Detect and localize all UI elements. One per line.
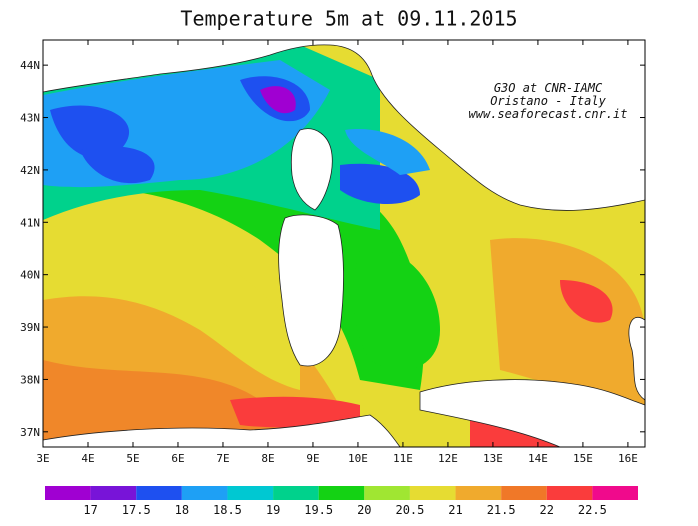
lat-tick-label: 37N xyxy=(20,426,40,439)
colorbar-label: 20 xyxy=(357,503,371,517)
lon-tick-label: 4E xyxy=(81,452,94,465)
axes: 3E 4E 5E 6E 7E 8E 9E 10E 11E 12E 13E 14E 15E 16E 37N 38… xyxy=(20,40,645,465)
lon-tick-label: 11E xyxy=(393,452,413,465)
colorbar-swatch xyxy=(409,486,456,500)
colorbar-label: 17 xyxy=(83,503,97,517)
colorbar-swatch xyxy=(181,486,228,500)
lon-tick-label: 12E xyxy=(438,452,458,465)
colorbar-swatch xyxy=(136,486,182,500)
lon-tick-label: 8E xyxy=(261,452,274,465)
map-title: Temperature 5m at 09.11.2015 xyxy=(180,7,517,31)
colorbar-swatch xyxy=(318,486,365,500)
sea-temperature-field xyxy=(43,40,645,447)
colorbar-swatch xyxy=(227,486,274,500)
colorbar-swatch xyxy=(501,486,547,500)
lat-tick-label: 41N xyxy=(20,216,40,229)
lon-tick-label: 5E xyxy=(126,452,139,465)
lon-tick-label: 15E xyxy=(573,452,593,465)
colorbar-swatch xyxy=(273,486,319,500)
colorbar-label: 19.5 xyxy=(304,503,333,517)
lon-tick-label: 3E xyxy=(36,452,49,465)
colorbar-label: 20.5 xyxy=(395,503,424,517)
colorbar-swatch xyxy=(592,486,638,500)
colorbar-label: 21 xyxy=(448,503,462,517)
colorbar-label: 18 xyxy=(175,503,189,517)
lat-tick-label: 44N xyxy=(20,59,40,72)
lat-tick-label: 39N xyxy=(20,321,40,334)
colorbar-swatch xyxy=(455,486,502,500)
colorbar-swatch xyxy=(45,486,91,500)
colorbar-label: 21.5 xyxy=(487,503,516,517)
credit-line: G3O at CNR-IAMC xyxy=(494,81,603,95)
lon-tick-label: 16E xyxy=(618,452,638,465)
lon-tick-label: 9E xyxy=(306,452,319,465)
colorbar-label: 18.5 xyxy=(213,503,242,517)
lat-tick-label: 38N xyxy=(20,373,40,386)
colorbar-swatch xyxy=(90,486,137,500)
lon-tick-label: 13E xyxy=(483,452,503,465)
colorbar: 17 17.5 18 18.5 19 19.5 20 20.5 21 21.5 22 22.5 xyxy=(45,486,638,517)
lat-tick-label: 43N xyxy=(20,112,40,125)
lon-tick-label: 14E xyxy=(528,452,548,465)
map-frame xyxy=(42,39,646,448)
colorbar-label: 19 xyxy=(266,503,280,517)
lon-tick-label: 7E xyxy=(216,452,229,465)
colorbar-swatch xyxy=(546,486,593,500)
lat-tick-label: 42N xyxy=(20,164,40,177)
lat-tick-label: 40N xyxy=(20,269,40,282)
credit-line: Oristano - Italy xyxy=(490,94,606,108)
colorbar-label: 22.5 xyxy=(578,503,607,517)
credit-line: www.seaforecast.cnr.it xyxy=(469,107,628,121)
colorbar-label: 17.5 xyxy=(122,503,151,517)
lon-tick-label: 6E xyxy=(171,452,184,465)
colorbar-label: 22 xyxy=(540,503,554,517)
lon-tick-label: 10E xyxy=(348,452,368,465)
colorbar-swatch xyxy=(364,486,410,500)
